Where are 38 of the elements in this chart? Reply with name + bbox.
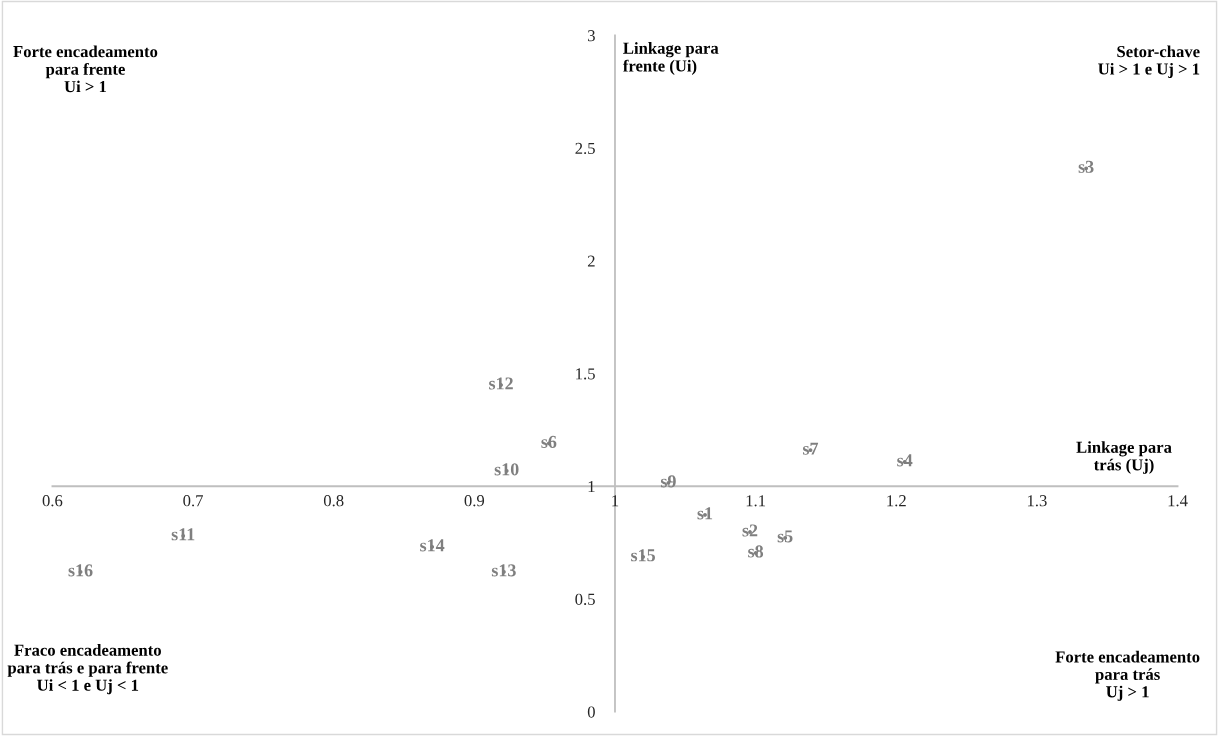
data-label: s5: [777, 530, 793, 543]
data-label: s11: [171, 528, 195, 541]
data-label: s4: [897, 454, 913, 467]
x-tick-label: 0.9: [464, 495, 485, 507]
y-tick-label: 1.5: [576, 368, 595, 380]
x-tick-label: 1.2: [887, 495, 906, 507]
x-tick-label: 1: [612, 495, 619, 507]
x-tick-label: 0.8: [323, 495, 344, 507]
y-tick-label: 0: [587, 706, 595, 718]
x-tick-label: 1.1: [746, 495, 766, 507]
annotation: Setor-chave Ui > 1 e Uj > 1: [1098, 45, 1200, 79]
data-label: s6: [541, 435, 557, 448]
data-label: s9: [660, 475, 676, 488]
annotation: Forte encadeamento para trás Uj > 1: [1055, 650, 1200, 701]
data-label: s15: [631, 549, 655, 562]
data-label: s14: [420, 539, 445, 552]
y-tick-label: 2: [587, 255, 595, 267]
data-label: s1: [697, 507, 713, 520]
data-label: s3: [1078, 160, 1094, 173]
y-tick-label: 3: [588, 30, 595, 42]
x-tick-label: 0.7: [183, 495, 203, 507]
y-tick-label: 0.5: [575, 593, 595, 605]
annotation: Forte encadeamento para frente Ui > 1: [13, 45, 158, 93]
y-tick-label: 2.5: [575, 142, 595, 155]
data-label: s8: [748, 545, 764, 558]
data-label: s2: [742, 524, 758, 537]
y-tick-label: 1: [588, 481, 595, 493]
x-axis-title: Linkage para trás (Uj): [1076, 441, 1172, 474]
x-tick-label: 1.4: [1168, 495, 1188, 507]
annotation: Fraco encadeamento para trás e para frente Ui < 1 e Uj < 1: [7, 644, 168, 695]
data-label: s7: [803, 442, 819, 455]
x-tick-label: 0.6: [42, 495, 63, 507]
data-label: s12: [489, 377, 513, 390]
x-tick-label: 1.3: [1027, 495, 1047, 507]
data-label: s16: [68, 564, 93, 577]
data-label: s10: [494, 463, 519, 476]
data-label: s13: [491, 564, 516, 577]
y-axis-title: Linkage para frente (Ui): [622, 42, 719, 75]
